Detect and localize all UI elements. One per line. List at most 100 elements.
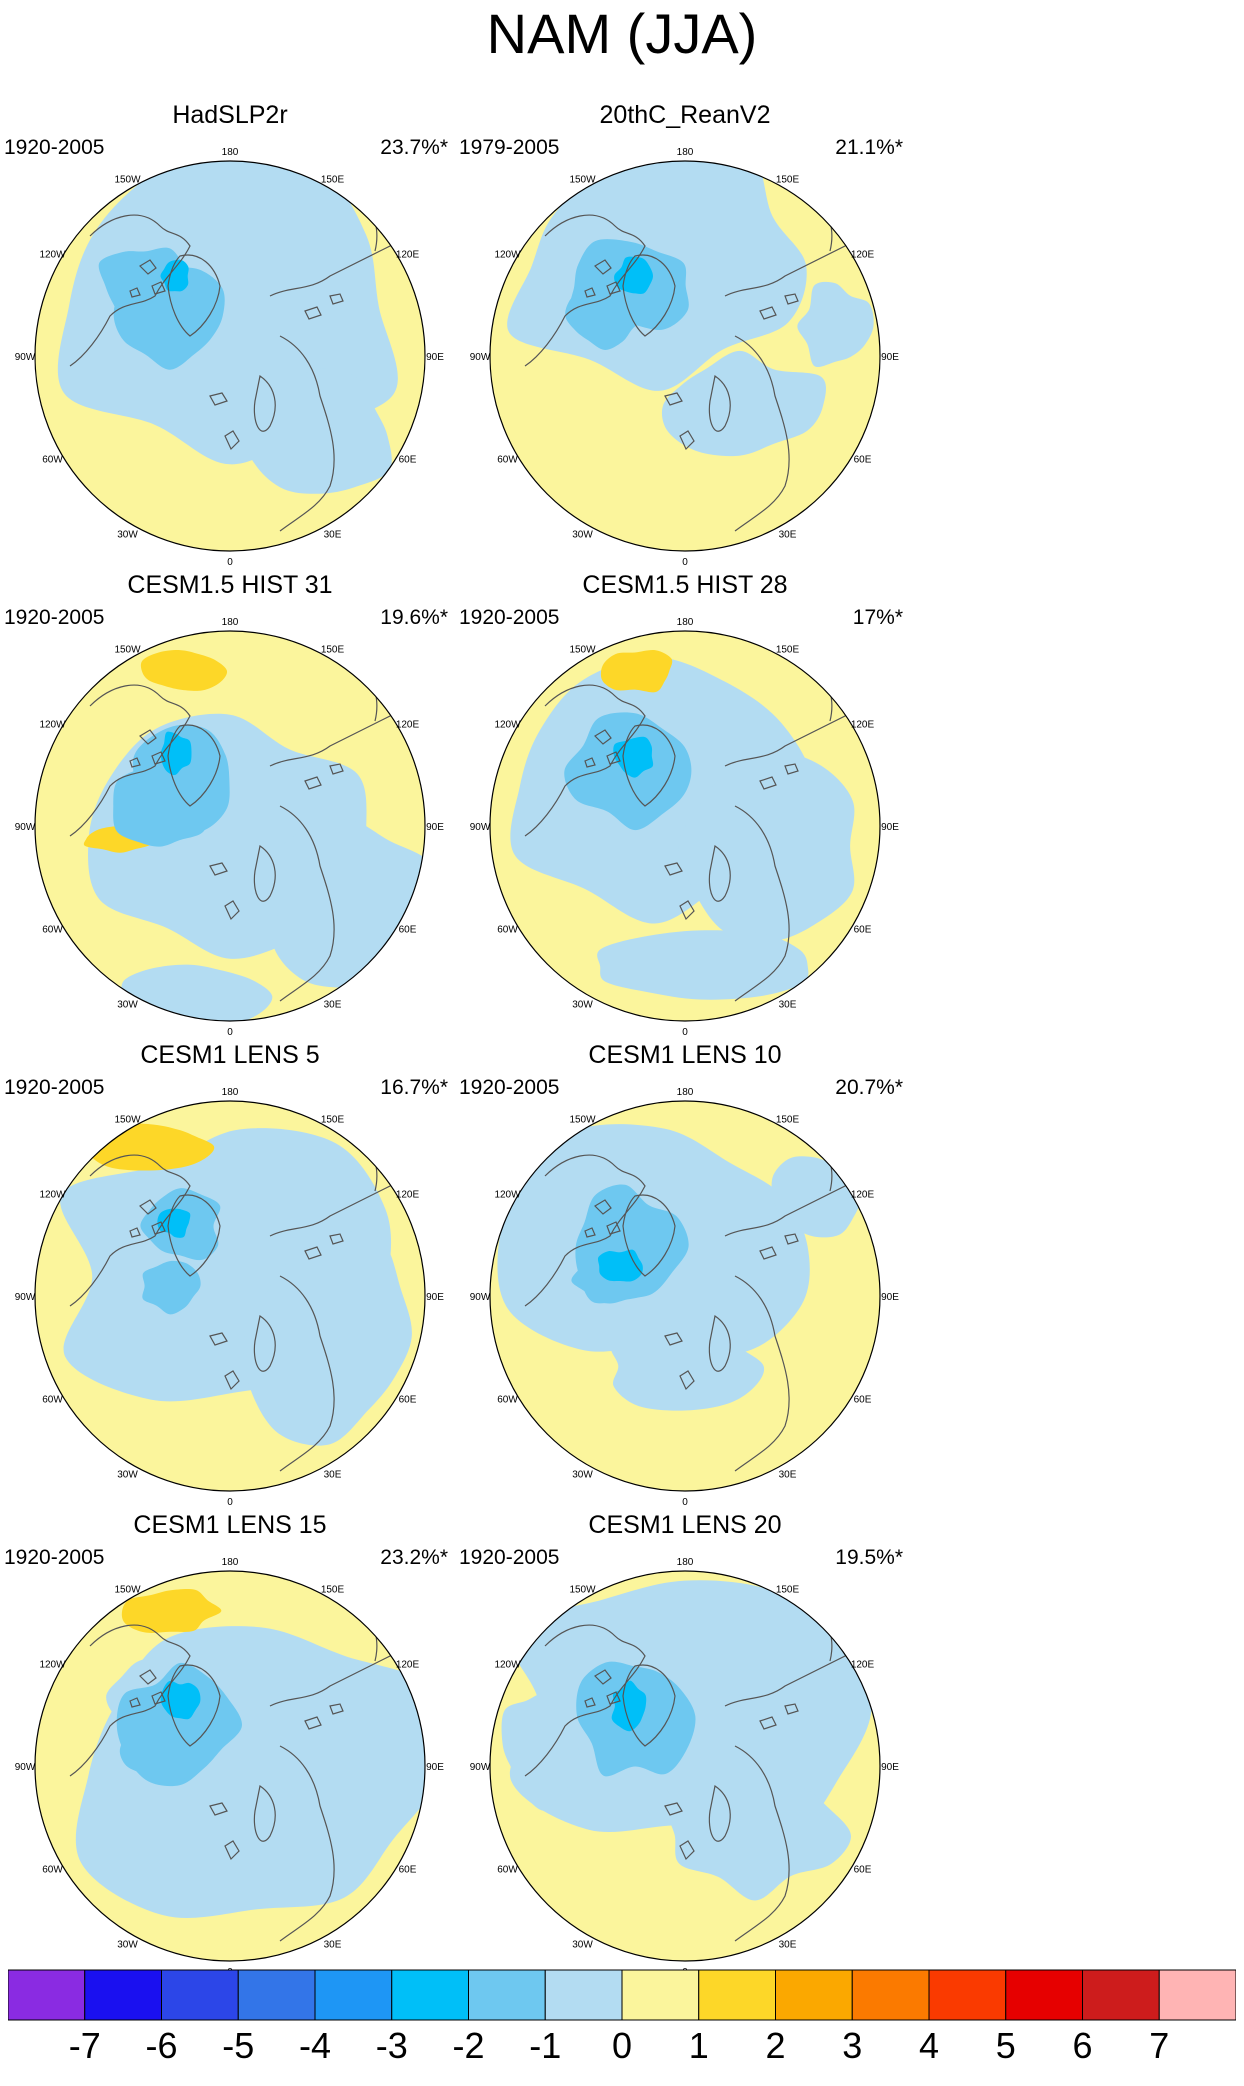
field-negative-1 — [501, 1688, 582, 1811]
colorbar-label: 0 — [611, 2025, 633, 2066]
coastline — [329, 1703, 344, 1715]
longitude-label: 90E — [426, 1762, 444, 1773]
coastline — [279, 1275, 335, 1472]
longitude-label: 60E — [399, 925, 417, 936]
longitude-label: 60W — [42, 1865, 63, 1876]
coastline — [279, 805, 335, 1002]
panel-variance: 19.5%* — [835, 1546, 903, 1569]
longitude-label: 30W — [117, 1940, 138, 1951]
coastline — [708, 375, 731, 432]
longitude-label: 150E — [776, 645, 800, 656]
coastline — [524, 684, 646, 837]
colorbar-label: 7 — [1149, 2025, 1170, 2066]
coastline — [622, 254, 676, 337]
coastline — [224, 1370, 240, 1391]
coastline — [224, 1840, 240, 1861]
coastline — [167, 1664, 221, 1747]
coastline — [304, 306, 322, 320]
coastline — [708, 845, 731, 902]
field-negative-1 — [666, 1783, 852, 1901]
coastline — [664, 392, 683, 406]
coastline — [139, 1669, 157, 1685]
longitude-label: 120E — [396, 1190, 420, 1201]
longitude-label: 30E — [779, 530, 797, 541]
coastline — [734, 1745, 790, 1942]
longitude-label: 30W — [117, 530, 138, 541]
map-panel: CESM1 LENS 15 1920-2005 23.2%* 180 150E 120E 9… — [0, 1510, 460, 1980]
longitude-label: 60E — [399, 455, 417, 466]
panel-period: 1979-2005 — [459, 136, 560, 159]
coastline — [129, 287, 141, 298]
longitude-label: 150E — [776, 1585, 800, 1596]
coastline — [606, 281, 621, 295]
field-negative-3 — [611, 1680, 647, 1732]
colorbar-label: -2 — [452, 2025, 485, 2066]
longitude-label: 180 — [222, 147, 239, 158]
longitude-label: 120W — [494, 250, 521, 261]
longitude-label: 30E — [779, 1940, 797, 1951]
longitude-label: 0 — [227, 557, 233, 568]
longitude-label: 0 — [227, 1027, 233, 1038]
coastline — [151, 1221, 166, 1235]
coastline — [253, 1315, 276, 1372]
field-positive-2 — [600, 650, 673, 693]
panel-variance: 21.1%* — [835, 136, 903, 159]
coastline — [279, 1745, 335, 1942]
longitude-label: 120E — [396, 250, 420, 261]
longitude-label: 30W — [572, 1000, 593, 1011]
coastline — [139, 729, 157, 745]
longitude-label: 60E — [854, 1865, 872, 1876]
coastline — [69, 1624, 191, 1777]
map-panel: CESM1 LENS 5 1920-2005 16.7%* 180 150E 120E 90… — [0, 1040, 460, 1510]
field-positive-2 — [140, 650, 228, 691]
longitude-label: 30W — [117, 1000, 138, 1011]
coastline — [584, 1227, 596, 1238]
coastline — [304, 1246, 322, 1260]
coastline — [524, 1154, 646, 1307]
longitude-label: 120W — [39, 720, 66, 731]
coastline — [708, 1315, 731, 1372]
colorbar-bin — [698, 1969, 776, 2021]
colorbar-label: 6 — [1072, 2025, 1093, 2066]
coastline — [584, 1697, 596, 1708]
map-panel: CESM1.5 HIST 31 1920-2005 19.6%* 180 150E 120… — [0, 570, 460, 1040]
colorbar-bin — [468, 1969, 546, 2021]
colorbar-bin — [775, 1969, 853, 2021]
panel-title: CESM1.5 HIST 28 — [582, 571, 788, 599]
coastline — [622, 724, 676, 807]
longitude-label: 150W — [114, 1115, 141, 1126]
coastline — [759, 1246, 777, 1260]
longitude-label: 90W — [15, 352, 36, 363]
longitude-label: 30E — [324, 1940, 342, 1951]
coastline — [679, 430, 695, 451]
panel-variance: 17%* — [852, 606, 903, 629]
coastline — [664, 862, 683, 876]
coastline — [622, 1194, 676, 1277]
colorbar-label: 1 — [688, 2025, 709, 2066]
colorbar-label: 3 — [842, 2025, 863, 2066]
coastline — [69, 1154, 191, 1307]
figure-title: NAM (JJA) — [486, 2, 758, 65]
coastline — [606, 751, 621, 765]
field-negative-2 — [119, 1719, 199, 1783]
colorbar-bin — [621, 1969, 700, 2021]
longitude-label: 180 — [222, 617, 239, 628]
longitude-label: 150W — [569, 1585, 596, 1596]
longitude-label: 90W — [470, 1292, 491, 1303]
coastline — [594, 729, 612, 745]
longitude-label: 90W — [470, 352, 491, 363]
coastline — [209, 1332, 228, 1346]
longitude-label: 120W — [39, 1190, 66, 1201]
coastline — [304, 776, 322, 790]
coastline — [584, 287, 596, 298]
coastline — [664, 1802, 683, 1816]
map-border — [34, 160, 426, 552]
longitude-label: 150W — [569, 175, 596, 186]
longitude-label: 30E — [324, 530, 342, 541]
colorbar-label: -3 — [375, 2025, 408, 2066]
coastline — [594, 1669, 612, 1685]
